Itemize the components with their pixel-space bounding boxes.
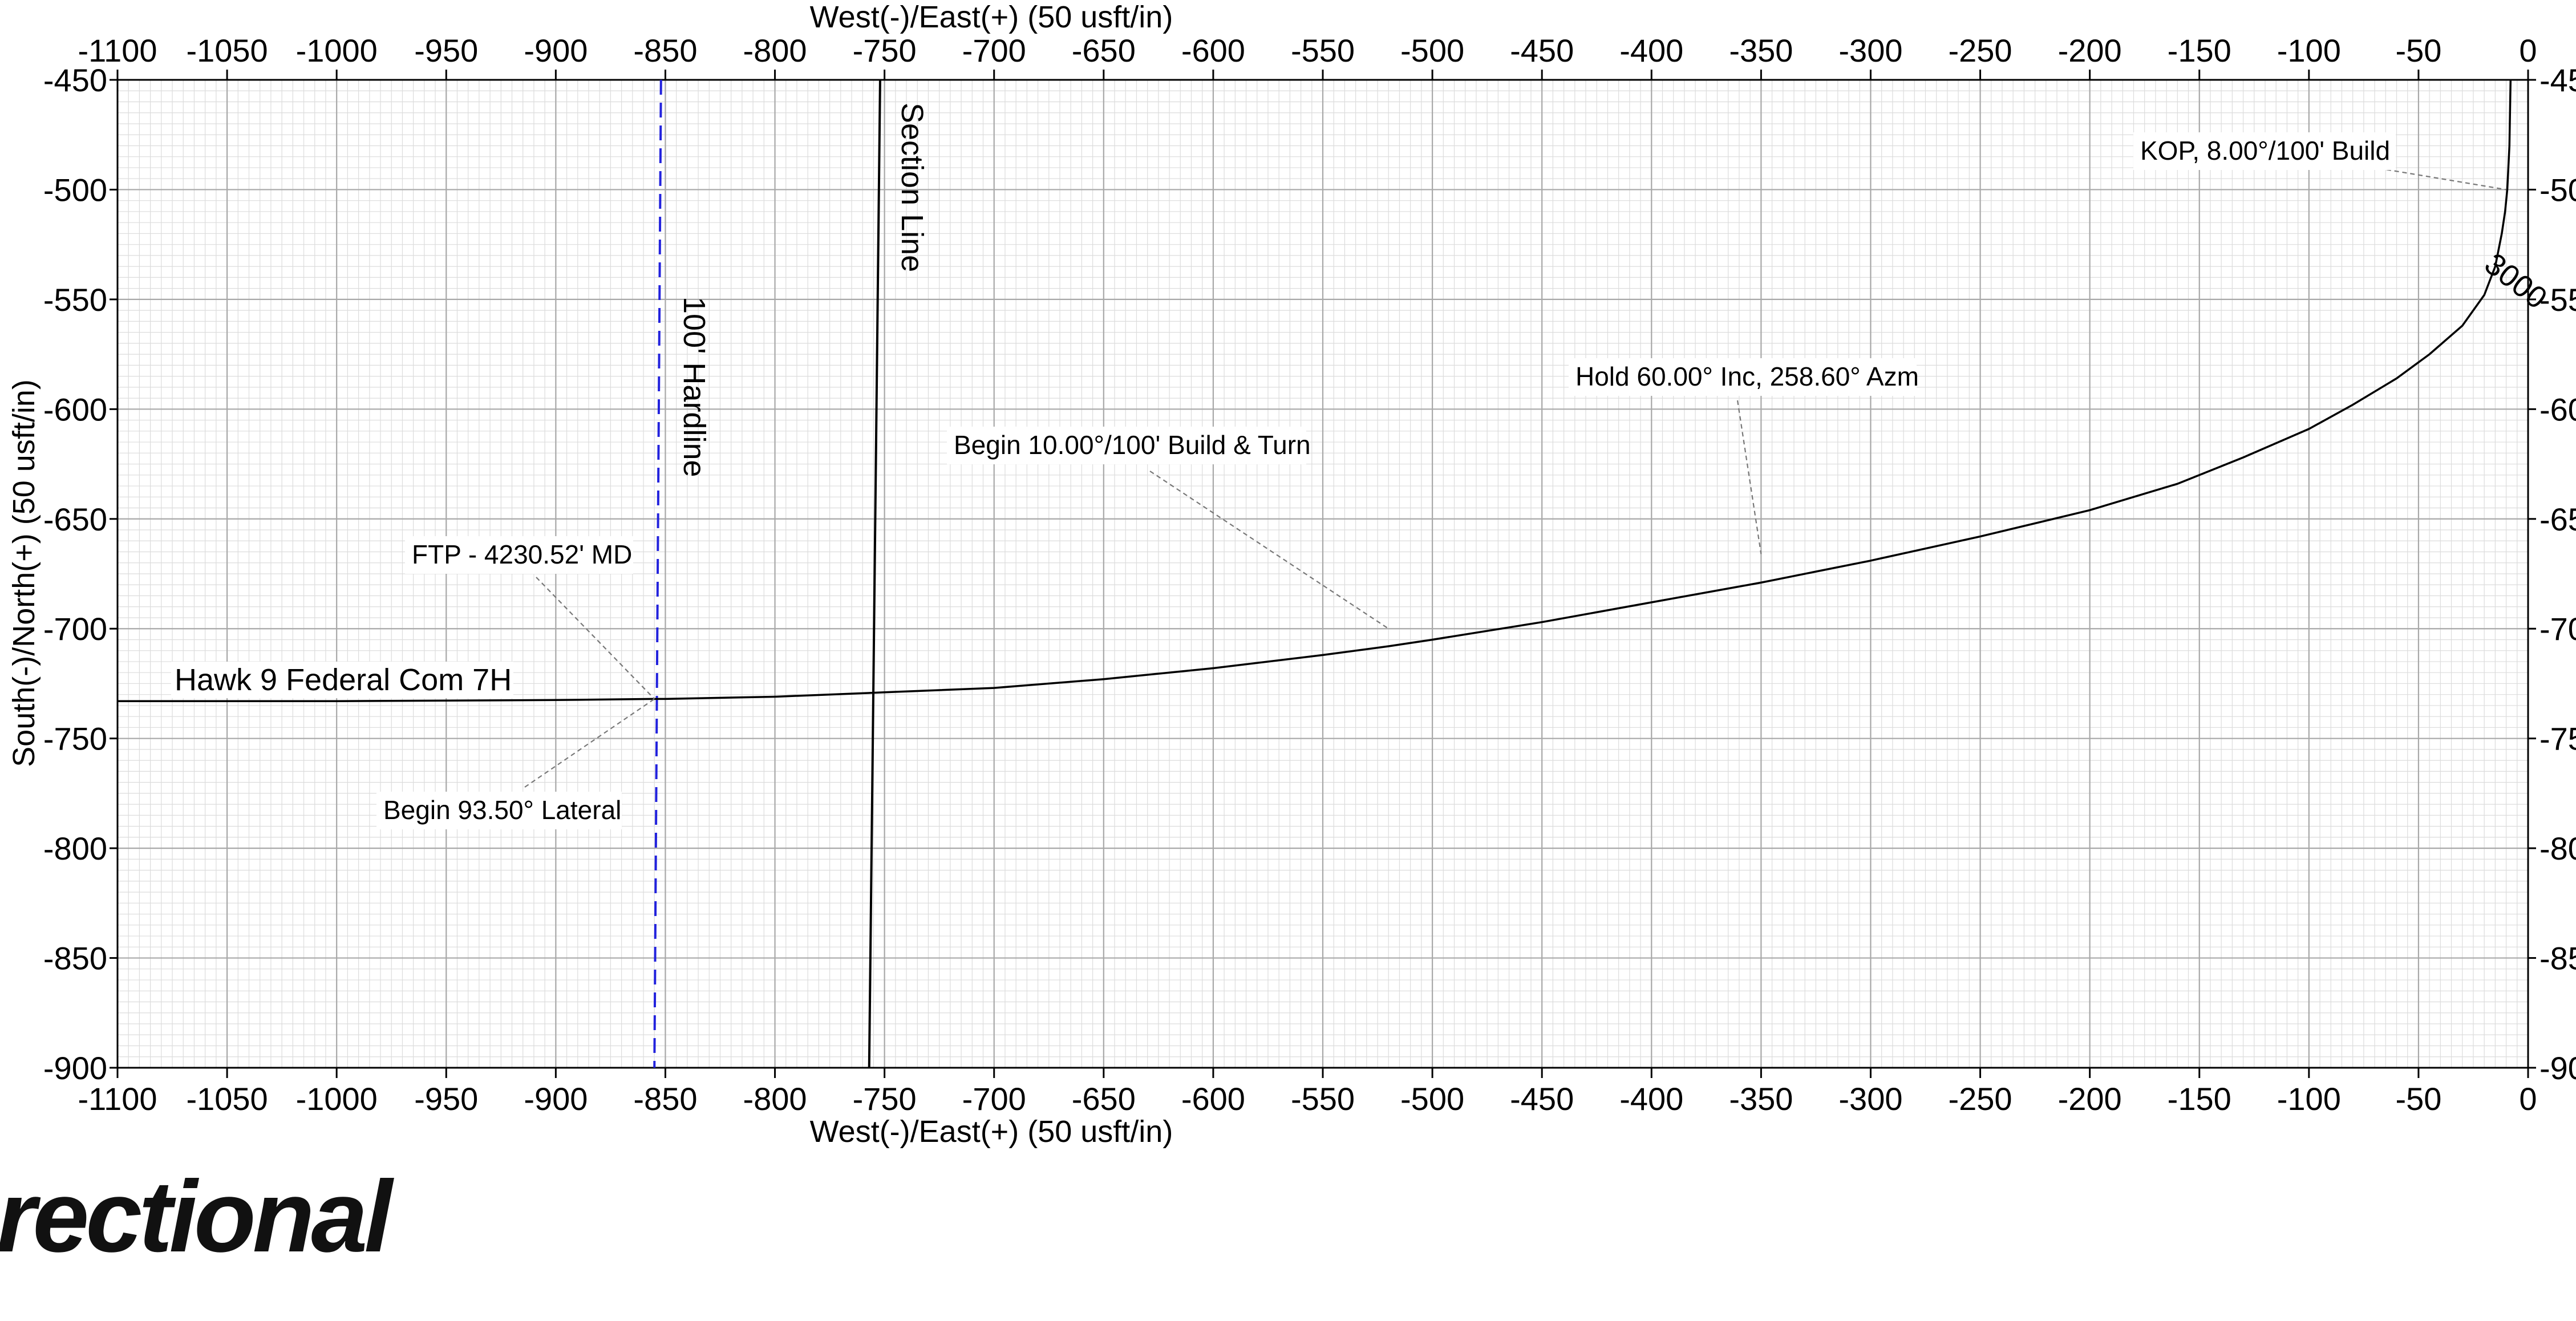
x-tick-label-top: -350 — [1729, 33, 1793, 68]
well-path-line — [118, 79, 2512, 702]
x-axis-title-top: West(-)/East(+) (50 usft/in) — [810, 0, 1173, 34]
x-tick-label-bottom: -1050 — [186, 1081, 268, 1117]
x-tick-label-top: -800 — [743, 33, 807, 68]
y-tick-label-right: -75 — [2539, 721, 2576, 757]
y-tick-label-right: -45 — [2539, 62, 2576, 98]
x-tick-label-bottom: -200 — [2058, 1081, 2122, 1117]
x-tick-label-bottom: -650 — [1072, 1081, 1136, 1117]
x-tick-label-top: -900 — [524, 33, 588, 68]
x-tick-label-top: -400 — [1619, 33, 1683, 68]
company-logo: rectional — [0, 1160, 392, 1273]
y-tick-label-left: -700 — [43, 611, 107, 647]
y-tick-label-right: -60 — [2539, 391, 2576, 427]
x-tick-label-bottom: -500 — [1400, 1081, 1464, 1117]
x-tick-label-top: -1000 — [296, 33, 378, 68]
x-tick-label-top: -450 — [1510, 33, 1574, 68]
hold-annotation: Hold 60.00° Inc, 258.60° Azm — [1575, 362, 1919, 391]
x-axis-title-bottom: West(-)/East(+) (50 usft/in) — [810, 1115, 1173, 1149]
reference-lines: Section Line 100' Hardline — [653, 79, 929, 1068]
ftp-annotation: FTP - 4230.52' MD — [412, 540, 632, 569]
x-tick-label-bottom: -50 — [2395, 1081, 2441, 1117]
ftp-label-bg — [405, 536, 633, 574]
y-tick-label-left: -450 — [43, 62, 107, 98]
x-tick-label-bottom: -1000 — [296, 1081, 378, 1117]
x-tick-label-top: -150 — [2168, 33, 2231, 68]
y-tick-label-right: -55 — [2539, 282, 2576, 318]
y-tick-label-right: -70 — [2539, 611, 2576, 647]
lateral-label-bg — [376, 792, 622, 829]
x-tick-label-bottom: -250 — [1948, 1081, 2012, 1117]
x-tick-label-top: -850 — [633, 33, 697, 68]
x-tick-label-bottom: -300 — [1838, 1081, 1902, 1117]
y-tick-label-left: -800 — [43, 830, 107, 866]
y-axis-title: South(-)/North(+) (50 usft/in) — [7, 379, 41, 767]
x-tick-label-bottom: -350 — [1729, 1081, 1793, 1117]
x-tick-label-top: -600 — [1181, 33, 1245, 68]
y-tick-label-right: -50 — [2539, 172, 2576, 208]
x-tick-label-bottom: -550 — [1291, 1081, 1355, 1117]
y-tick-label-left: -850 — [43, 941, 107, 976]
y-tick-label-left: -600 — [43, 391, 107, 427]
x-tick-label-bottom: -400 — [1619, 1081, 1683, 1117]
x-tick-label-bottom: -1100 — [78, 1081, 157, 1117]
y-tick-label-right: -65 — [2539, 501, 2576, 537]
x-tick-label-top: -300 — [1838, 33, 1902, 68]
x-tick-label-bottom: -450 — [1510, 1081, 1574, 1117]
x-tick-label-bottom: -700 — [962, 1081, 1026, 1117]
x-tick-label-top: -1050 — [186, 33, 268, 68]
y-tick-label-left: -750 — [43, 721, 107, 757]
x-tick-label-top: -700 — [962, 33, 1026, 68]
well-path-series — [118, 79, 2512, 702]
x-tick-label-top: -950 — [414, 33, 478, 68]
build-turn-leader — [1149, 471, 1389, 630]
x-tick-label-top: -100 — [2277, 33, 2341, 68]
x-tick-label-bottom: -150 — [2168, 1081, 2231, 1117]
x-tick-label-top: -500 — [1400, 33, 1464, 68]
y-tick-label-left: -900 — [43, 1050, 107, 1086]
axis-ticks: -1100-1100-1050-1050-1000-1000-950-950-9… — [43, 33, 2576, 1117]
build-turn-annotation: Begin 10.00°/100' Build & Turn — [954, 430, 1311, 460]
x-tick-label-bottom: -750 — [853, 1081, 917, 1117]
x-tick-label-top: -550 — [1291, 33, 1355, 68]
hardline-line — [653, 79, 662, 1068]
y-tick-label-right: -90 — [2539, 1050, 2576, 1086]
kop-label-bg — [2133, 132, 2396, 170]
hold-leader — [1736, 400, 1762, 554]
y-tick-label-left: -550 — [43, 282, 107, 318]
ftp-leader — [536, 577, 655, 700]
annotations: KOP, 8.00°/100' Build Hold 60.00° Inc, 25… — [171, 132, 2553, 829]
x-tick-label-top: 0 — [2519, 33, 2537, 68]
section-line — [868, 79, 881, 1068]
x-tick-label-top: -1100 — [78, 33, 157, 68]
x-tick-label-bottom: -600 — [1181, 1081, 1245, 1117]
x-tick-label-top: -50 — [2395, 33, 2441, 68]
x-tick-label-top: -750 — [853, 33, 917, 68]
x-tick-label-top: -250 — [1948, 33, 2012, 68]
hold-label-bg — [1569, 358, 1917, 396]
y-tick-label-left: -650 — [43, 501, 107, 537]
x-tick-label-top: -200 — [2058, 33, 2122, 68]
well-name-label: Hawk 9 Federal Com 7H — [175, 663, 512, 697]
x-tick-label-bottom: 0 — [2519, 1081, 2537, 1117]
kop-annotation: KOP, 8.00°/100' Build — [2140, 136, 2390, 165]
y-tick-label-left: -500 — [43, 172, 107, 208]
x-tick-label-bottom: -100 — [2277, 1081, 2341, 1117]
build-turn-label-bg — [947, 427, 1306, 464]
lateral-leader — [524, 698, 655, 788]
section-line-label: Section Line — [895, 103, 929, 272]
hardline-label: 100' Hardline — [677, 297, 711, 477]
x-tick-label-top: -650 — [1072, 33, 1136, 68]
x-tick-label-bottom: -950 — [414, 1081, 478, 1117]
kop-leader — [2378, 167, 2506, 191]
well-label-bg — [171, 662, 513, 698]
x-tick-label-bottom: -800 — [743, 1081, 807, 1117]
lateral-annotation: Begin 93.50° Lateral — [383, 795, 621, 825]
x-tick-label-bottom: -900 — [524, 1081, 588, 1117]
y-tick-label-right: -85 — [2539, 941, 2576, 976]
y-tick-label-right: -80 — [2539, 830, 2576, 866]
x-tick-label-bottom: -850 — [633, 1081, 697, 1117]
